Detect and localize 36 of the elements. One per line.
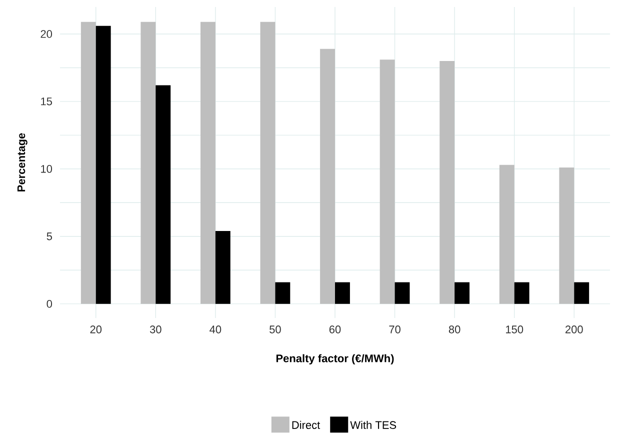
y-tick-label: 10	[41, 165, 52, 173]
x-tick-label: 200	[566, 326, 583, 334]
bar	[499, 164, 514, 304]
y-tick-label: 20	[40, 30, 52, 38]
x-tick-label: 80	[448, 326, 460, 334]
bar	[335, 282, 350, 304]
bar	[380, 60, 395, 304]
y-tick-label: 5	[46, 232, 52, 240]
bar	[394, 282, 410, 304]
legend-label: With TES	[350, 420, 396, 429]
bar	[320, 48, 335, 304]
bar	[156, 85, 171, 304]
x-tick-label: 30	[150, 326, 162, 334]
bar	[574, 282, 590, 304]
bar	[275, 282, 290, 304]
bar	[454, 282, 470, 304]
y-tick-label: 0	[46, 300, 52, 308]
x-tick-label: 40	[210, 326, 222, 334]
bar	[440, 60, 455, 304]
x-axis-title: Penalty factor (€/MWh)	[276, 354, 394, 364]
bar	[200, 22, 216, 304]
x-tick-label: 50	[270, 326, 281, 334]
x-tick-label: 60	[329, 326, 341, 334]
x-tick-label: 20	[90, 326, 102, 334]
legend-label: Direct	[292, 420, 320, 429]
bar	[215, 230, 230, 304]
bar	[80, 22, 96, 304]
x-tick-label: 150	[506, 326, 524, 334]
bar	[96, 26, 111, 304]
bar	[514, 282, 530, 304]
bar	[140, 22, 156, 304]
y-tick-label: 15	[41, 98, 52, 106]
x-tick-label: 70	[389, 326, 400, 334]
y-axis-title: Percentage	[17, 133, 28, 192]
bar	[559, 168, 574, 304]
bar	[260, 22, 276, 304]
